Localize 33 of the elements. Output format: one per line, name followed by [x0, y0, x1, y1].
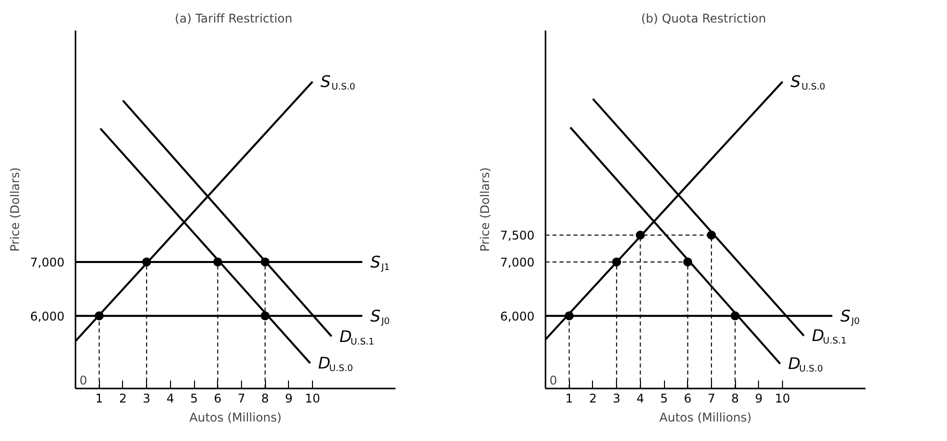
y-tick-label: 6,000 — [500, 309, 535, 324]
y-axis-title: Price (Dollars) — [478, 167, 492, 252]
x-tick-label: 8 — [261, 392, 269, 406]
x-tick-label: 2 — [589, 392, 597, 406]
x-tick-label: 7 — [238, 392, 246, 406]
y-tick-label: 7,000 — [500, 255, 535, 270]
x-tick-label: 9 — [755, 392, 763, 406]
x-tick-label: 8 — [731, 392, 739, 406]
x-tick-label: 3 — [612, 392, 620, 406]
x-tick-label: 4 — [636, 392, 644, 406]
x-tick-label: 1 — [565, 392, 574, 406]
x-tick-label: 4 — [166, 392, 174, 406]
x-tick-label: 3 — [142, 392, 150, 406]
x-axis-title: Autos (Millions) — [659, 410, 752, 424]
x-tick-label: 2 — [119, 392, 127, 406]
y-tick-label: 7,500 — [500, 228, 535, 243]
x-tick-label: 1 — [95, 392, 104, 406]
y-tick-label: 6,000 — [30, 309, 65, 324]
chart-title: (b) Quota Restriction — [641, 12, 766, 26]
x-tick-label: 5 — [190, 392, 198, 406]
annotation: 0 — [80, 374, 88, 388]
y-tick-label: 7,000 — [30, 255, 65, 270]
x-tick-label: 5 — [660, 392, 668, 406]
x-axis-title: Autos (Millions) — [189, 410, 282, 424]
x-tick-label: 7 — [708, 392, 716, 406]
x-tick-label: 10 — [304, 392, 320, 406]
annotation: 0 — [550, 374, 558, 388]
y-axis-title: Price (Dollars) — [8, 167, 22, 252]
x-tick-label: 6 — [684, 392, 692, 406]
x-tick-label: 6 — [214, 392, 222, 406]
x-tick-label: 10 — [774, 392, 790, 406]
x-tick-label: 9 — [285, 392, 293, 406]
chart-title: (a) Tariff Restriction — [174, 12, 292, 26]
